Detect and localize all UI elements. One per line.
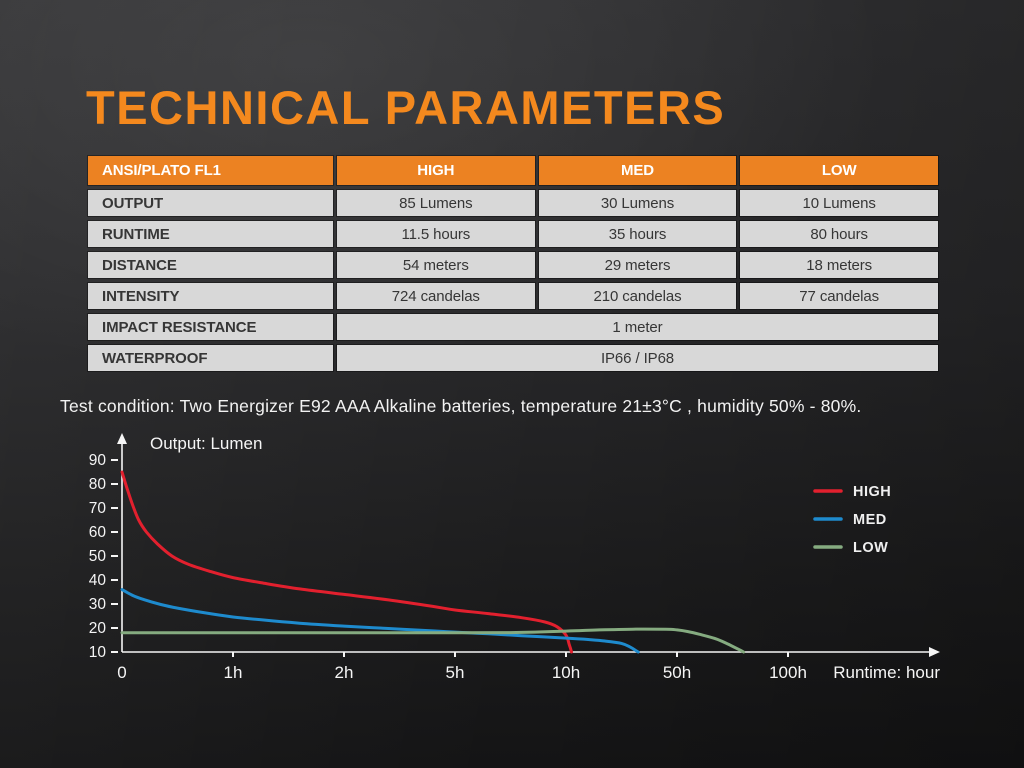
row-label-impact-resistance: IMPACT RESISTANCE	[88, 314, 333, 340]
y-tick-label: 40	[89, 572, 107, 589]
x-tick-label: 100h	[769, 663, 807, 682]
test-condition-note: Test condition: Two Energizer E92 AAA Al…	[60, 396, 862, 416]
cell-runtime-low: 80 hours	[740, 221, 938, 247]
cell-output-high: 85 Lumens	[337, 190, 535, 216]
y-tick-label: 90	[89, 452, 107, 469]
cell-output-med: 30 Lumens	[538, 190, 737, 216]
y-tick-label: 80	[89, 476, 107, 493]
runtime-chart-svg: 90 80 70 60 50 40 30 20 10 0 1h 2h 5h 10h 50h 100h Outpu…	[89, 433, 940, 682]
legend-label-high: HIGH	[853, 484, 891, 500]
y-tick-label: 70	[89, 500, 107, 517]
cell-impact-resistance-value: 1 meter	[337, 314, 938, 340]
x-tick-label: 50h	[663, 663, 691, 682]
table-header-high: HIGH	[337, 156, 535, 185]
cell-runtime-med: 35 hours	[538, 221, 737, 247]
cell-distance-high: 54 meters	[337, 252, 535, 278]
row-label-distance: DISTANCE	[88, 252, 333, 278]
y-tick-label: 30	[89, 596, 107, 613]
x-tick-label: 2h	[335, 663, 354, 682]
x-tick-label: 10h	[552, 663, 580, 682]
cell-waterproof-value: IP66 / IP68	[337, 345, 938, 371]
spec-table: ANSI/PLATO FL1 HIGH MED LOW OUTPUT 85 Lu…	[88, 156, 938, 371]
table-header-med: MED	[538, 156, 737, 185]
row-label-intensity: INTENSITY	[88, 283, 333, 309]
x-axis-title: Runtime: hour	[833, 663, 940, 682]
cell-distance-med: 29 meters	[538, 252, 737, 278]
chart-title: Output: Lumen	[150, 434, 262, 453]
row-label-output: OUTPUT	[88, 190, 333, 216]
cell-intensity-high: 724 candelas	[337, 283, 535, 309]
x-axis-arrow	[929, 647, 940, 657]
table-header-low: LOW	[740, 156, 938, 185]
x-tick-label: 1h	[224, 663, 243, 682]
cell-output-low: 10 Lumens	[740, 190, 938, 216]
line-high	[120, 470, 573, 654]
y-tick-label: 10	[89, 644, 107, 661]
legend-label-med: MED	[853, 512, 887, 528]
cell-distance-low: 18 meters	[740, 252, 938, 278]
page-title: TECHNICAL PARAMETERS	[86, 81, 726, 134]
legend-label-low: LOW	[853, 540, 888, 556]
y-tick-label: 50	[89, 548, 107, 565]
y-tick-label: 20	[89, 620, 107, 637]
y-tick-label: 60	[89, 524, 107, 541]
cell-runtime-high: 11.5 hours	[337, 221, 535, 247]
y-axis-arrow	[117, 433, 127, 444]
x-tick-label: 0	[117, 663, 126, 682]
table-header-standard: ANSI/PLATO FL1	[88, 156, 333, 185]
row-label-waterproof: WATERPROOF	[88, 345, 333, 371]
line-med	[120, 588, 640, 654]
runtime-chart: 90 80 70 60 50 40 30 20 10 0 1h 2h 5h 10h 50h 100h Outpu…	[0, 420, 1000, 720]
line-low	[120, 627, 746, 654]
cell-intensity-med: 210 candelas	[538, 283, 737, 309]
cell-intensity-low: 77 candelas	[740, 283, 938, 309]
x-tick-label: 5h	[446, 663, 465, 682]
row-label-runtime: RUNTIME	[88, 221, 333, 247]
